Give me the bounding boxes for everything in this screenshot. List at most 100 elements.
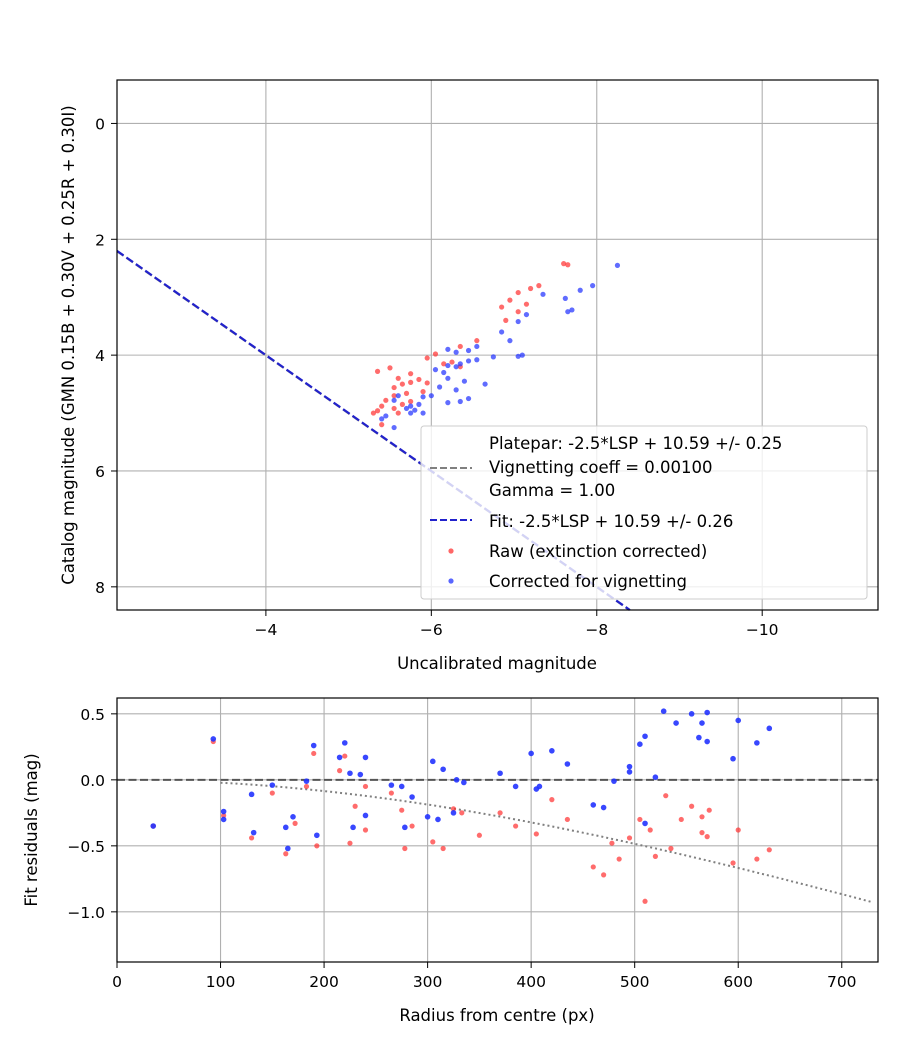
corrected-point — [515, 353, 521, 359]
corrected-point — [395, 393, 401, 399]
bottom-x-tick-label: 600 — [723, 973, 753, 991]
raw-residual-point — [476, 832, 482, 838]
raw-point — [561, 261, 567, 267]
raw-residual-point — [609, 840, 615, 846]
raw-point — [503, 317, 509, 323]
corrected-point — [519, 352, 525, 358]
corrected-point — [420, 410, 426, 416]
top-x-tick-label: −6 — [420, 621, 443, 639]
raw-residual-point — [221, 812, 227, 819]
raw-point — [408, 398, 414, 405]
raw-residual-point — [730, 860, 736, 866]
corrected-residual-point — [626, 763, 633, 770]
raw-residual-point — [362, 827, 369, 833]
corrected-residual-point — [450, 810, 457, 816]
bottom-ylabel: Fit residuals (mag) — [22, 753, 41, 906]
raw-point — [527, 285, 534, 292]
corrected-residual-point — [754, 740, 760, 746]
corrected-residual-point — [611, 778, 617, 784]
corrected-point — [465, 358, 472, 364]
corrected-point — [408, 410, 414, 416]
corrected-point — [445, 375, 451, 381]
raw-residual-point — [342, 753, 348, 759]
corrected-residual-point — [285, 845, 291, 852]
corrected-residual-point — [150, 823, 157, 829]
raw-residual-point — [347, 840, 353, 846]
corrected-point — [391, 397, 397, 403]
corrected-residual-point — [600, 804, 607, 811]
corrected-residual-point — [497, 770, 503, 777]
bottom-x-tick-label: 300 — [413, 973, 443, 991]
top-ylabel: Catalog magnitude (GMN 0.15B + 0.30V + 0… — [59, 105, 78, 584]
raw-residual-point — [303, 783, 310, 790]
raw-point — [507, 297, 513, 303]
corrected-residual-point — [704, 738, 710, 745]
corrected-point — [420, 394, 426, 400]
corrected-residual-point — [398, 783, 405, 790]
corrected-point — [569, 307, 575, 313]
raw-residual-point — [292, 820, 298, 827]
bottom-x-tick-label: 100 — [206, 973, 236, 991]
bottom-points — [150, 708, 773, 904]
corrected-residual-point — [269, 782, 276, 788]
corrected-residual-point — [402, 824, 408, 831]
raw-point — [499, 304, 505, 310]
raw-point — [420, 389, 426, 395]
bottom-lines — [117, 778, 878, 904]
top-x-tick-label: −8 — [585, 621, 608, 639]
corrected-residual-point — [637, 741, 643, 747]
corrected-point — [482, 381, 488, 387]
corrected-residual-point — [314, 832, 320, 839]
corrected-residual-point — [660, 708, 667, 714]
corrected-point — [474, 357, 480, 363]
top-xlabel: Uncalibrated magnitude — [397, 654, 597, 673]
raw-point — [523, 301, 530, 307]
raw-point — [432, 351, 439, 357]
corrected-residual-point — [528, 750, 534, 757]
corrected-point — [540, 291, 546, 297]
raw-point — [515, 309, 521, 315]
raw-residual-point — [450, 806, 457, 812]
raw-residual-point — [513, 823, 519, 829]
raw-point — [441, 361, 447, 367]
bottom-plot-area — [117, 698, 878, 962]
raw-residual-point — [626, 835, 633, 841]
corrected-point — [490, 354, 496, 360]
corrected-residual-point — [362, 812, 369, 819]
corrected-point — [416, 401, 422, 407]
corrected-point — [441, 369, 447, 376]
corrected-residual-point — [642, 733, 648, 740]
corrected-residual-point — [220, 816, 227, 823]
raw-point — [474, 338, 480, 344]
corrected-residual-point — [424, 814, 431, 820]
raw-point — [391, 384, 397, 391]
corrected-point — [457, 361, 463, 367]
raw-residual-point — [590, 864, 596, 870]
corrected-point — [515, 318, 521, 325]
corrected-residual-point — [388, 782, 395, 788]
raw-residual-point — [706, 807, 712, 813]
corrected-residual-point — [409, 794, 415, 800]
raw-point — [379, 403, 385, 409]
corrected-point — [465, 347, 472, 354]
corrected-residual-point — [549, 748, 555, 754]
bottom-plot-frame — [116, 697, 879, 963]
corrected-point — [445, 346, 451, 352]
raw-point — [395, 410, 401, 416]
corrected-residual-point — [626, 769, 633, 775]
corrected-residual-point — [453, 777, 460, 783]
legend-raw-label: Raw (extinction corrected) — [489, 542, 707, 561]
corrected-residual-point — [735, 717, 742, 724]
corrected-point — [590, 283, 596, 289]
legend-platepar-label: Platepar: -2.5*LSP + 10.59 +/- 0.25 — [489, 434, 782, 453]
raw-residual-point — [642, 898, 648, 904]
corrected-point — [523, 311, 530, 318]
raw-residual-point — [497, 810, 503, 816]
corrected-residual-point — [282, 824, 289, 831]
raw-residual-point — [337, 768, 343, 774]
raw-residual-point — [314, 843, 320, 849]
raw-point — [374, 408, 381, 414]
corrected-residual-point — [699, 720, 705, 726]
corrected-point — [562, 295, 568, 301]
corrected-residual-point — [357, 771, 364, 778]
